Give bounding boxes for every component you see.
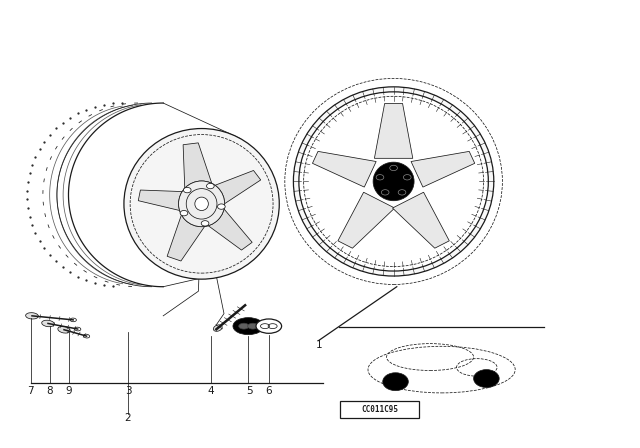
Circle shape — [381, 190, 389, 195]
Ellipse shape — [299, 92, 488, 271]
Circle shape — [390, 165, 397, 171]
Polygon shape — [312, 151, 376, 187]
Polygon shape — [338, 192, 395, 248]
Circle shape — [180, 211, 188, 216]
Polygon shape — [138, 190, 187, 211]
Circle shape — [398, 190, 406, 195]
Circle shape — [207, 183, 214, 189]
Circle shape — [184, 187, 191, 193]
Polygon shape — [210, 171, 260, 205]
Text: 2: 2 — [125, 413, 131, 422]
Polygon shape — [392, 192, 449, 248]
Circle shape — [376, 175, 384, 180]
Ellipse shape — [373, 162, 414, 201]
Ellipse shape — [74, 327, 81, 331]
Ellipse shape — [42, 320, 54, 327]
Ellipse shape — [26, 313, 38, 319]
Ellipse shape — [195, 197, 209, 211]
Circle shape — [474, 370, 499, 388]
Polygon shape — [167, 215, 207, 261]
Ellipse shape — [124, 129, 279, 279]
Text: 8: 8 — [47, 386, 53, 396]
Ellipse shape — [256, 319, 282, 333]
Text: CC011C95: CC011C95 — [361, 405, 398, 414]
Text: 4: 4 — [208, 386, 214, 396]
Ellipse shape — [83, 334, 90, 338]
Ellipse shape — [233, 318, 264, 335]
Ellipse shape — [213, 325, 222, 332]
Ellipse shape — [248, 323, 258, 329]
Bar — [340, 401, 419, 418]
Circle shape — [383, 373, 408, 391]
Circle shape — [403, 175, 411, 180]
Ellipse shape — [58, 327, 70, 333]
Ellipse shape — [195, 197, 209, 211]
Ellipse shape — [70, 318, 76, 322]
Ellipse shape — [293, 87, 494, 276]
Text: 9: 9 — [66, 386, 72, 396]
Polygon shape — [411, 151, 475, 187]
Ellipse shape — [179, 181, 225, 227]
Circle shape — [218, 204, 225, 209]
Polygon shape — [204, 208, 252, 250]
Circle shape — [201, 221, 209, 226]
Polygon shape — [374, 103, 413, 158]
Text: 6: 6 — [266, 386, 272, 396]
Text: 5: 5 — [246, 386, 253, 396]
Text: 1: 1 — [316, 340, 322, 350]
Text: 3: 3 — [125, 386, 131, 396]
Ellipse shape — [179, 181, 225, 227]
Polygon shape — [183, 143, 212, 189]
Ellipse shape — [239, 323, 249, 329]
Text: 7: 7 — [28, 386, 34, 396]
